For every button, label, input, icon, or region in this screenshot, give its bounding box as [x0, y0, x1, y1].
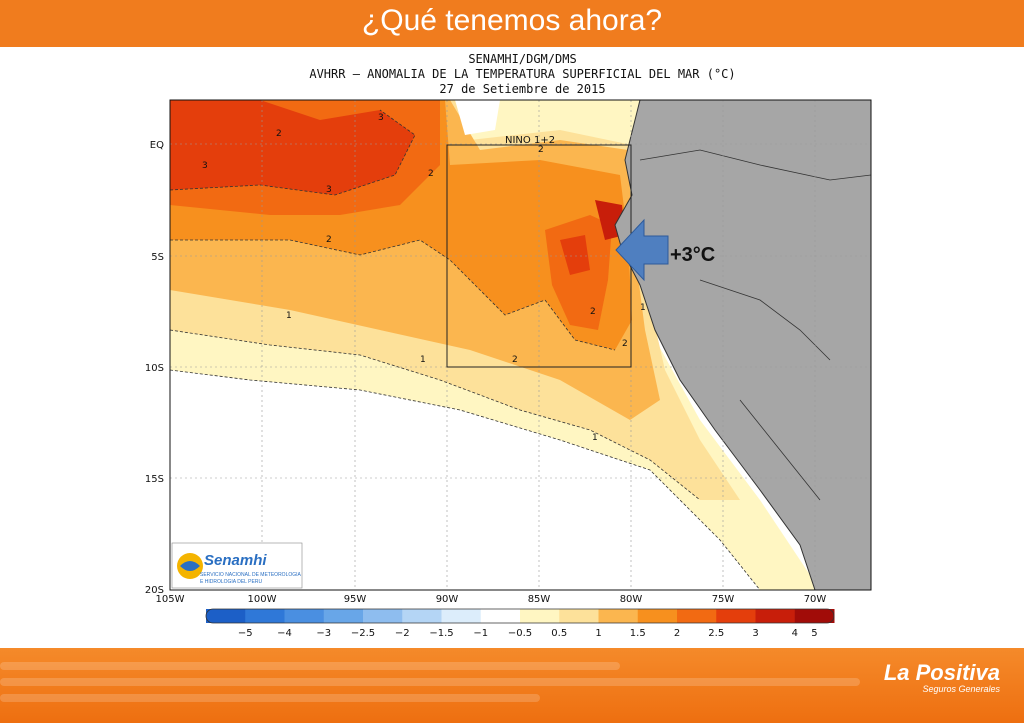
contour-label: 2: [276, 129, 282, 139]
footer-streak: [0, 678, 860, 686]
logo-name: Senamhi: [204, 552, 267, 569]
contour-label: 2: [538, 145, 544, 155]
contour-1: [170, 329, 701, 501]
colorbar-tick-label: 5: [811, 628, 817, 639]
colorbar-tick-label: 3: [752, 628, 758, 639]
colorbar-swatch: [637, 609, 678, 623]
contour-label: 2: [512, 355, 518, 365]
wave-icon: [180, 561, 200, 571]
border-line: [639, 149, 871, 181]
colorbar-swatch: [480, 609, 521, 623]
colorbar-swatch: [323, 609, 364, 623]
colorbar-swatch: [755, 609, 796, 623]
brand-logo: La Positiva Seguros Generales: [884, 660, 1000, 694]
colorbar-swatch: [441, 609, 482, 623]
footer-streak: [0, 694, 540, 702]
contour-label: 1: [286, 311, 292, 321]
colorbar-swatch: [245, 609, 285, 623]
logo-line-1: SERVICIO NACIONAL DE METEOROLOGIA: [200, 572, 302, 578]
land-mass: [614, 100, 871, 590]
border-line: [739, 399, 821, 501]
contour-label: 2: [590, 307, 596, 317]
colorbar-swatch: [598, 609, 639, 623]
colorbar-swatch: [284, 609, 325, 623]
lon-label: 95W: [344, 594, 367, 605]
logo-line-2: E HIDROLOGIA DEL PERU: [200, 579, 262, 585]
lat-label: 10S: [145, 363, 164, 374]
colorbar-swatch: [677, 609, 717, 623]
map-title-line-2: AVHRR – ANOMALIA DE LA TEMPERATURA SUPER…: [309, 67, 736, 81]
lon-label: 75W: [712, 594, 735, 605]
contour-label: 3: [326, 185, 332, 195]
brand-tagline: Seguros Generales: [922, 684, 1000, 694]
colorbar-swatch: [520, 609, 560, 623]
colorbar-tick-label: −4: [277, 628, 292, 639]
colorbar-swatch: [402, 609, 442, 623]
colorbar-tick-label: −3: [316, 628, 331, 639]
contour-label: 1: [592, 433, 598, 443]
colorbar-tick-label: 2.5: [708, 628, 724, 639]
colorbar-tick-label: −1.5: [429, 628, 453, 639]
colorbar-tick-label: −0.5: [508, 628, 532, 639]
lat-label: EQ: [150, 140, 164, 151]
header-bar: [0, 0, 1024, 47]
colorbar-tick-label: −5: [238, 628, 253, 639]
lon-label: 80W: [620, 594, 643, 605]
colorbar-swatch: [363, 609, 403, 623]
slide-title: ¿Qué tenemos ahora?: [361, 4, 663, 37]
colorbar-tick-label: −2.5: [351, 628, 375, 639]
colorbar-swatch: [559, 609, 599, 623]
colorbar-tick-label: −2: [395, 628, 410, 639]
cool-patch: [455, 100, 500, 135]
nino-region-label: NINO 1+2: [505, 135, 555, 146]
map-title-block: SENAMHI/DGM/DMS AVHRR – ANOMALIA DE LA T…: [170, 52, 875, 97]
brand-name: La Positiva: [883, 660, 1000, 685]
lon-label: 105W: [156, 594, 185, 605]
contour-label: 3: [202, 161, 208, 171]
map-title-line-3: 27 de Setiembre de 2015: [439, 82, 606, 96]
lat-label: 5S: [151, 252, 164, 263]
anomaly-band-3-coast: [560, 235, 590, 275]
contour-0-5: [170, 369, 761, 590]
footer-bar: La Positiva Seguros Generales: [0, 648, 1024, 723]
contour-label: 3: [378, 113, 384, 123]
lat-label: 15S: [145, 474, 164, 485]
colorbar-swatch: [206, 609, 246, 623]
anomaly-band-3-north: [170, 100, 415, 195]
senamhi-logo: Senamhi SERVICIO NACIONAL DE METEOROLOGI…: [171, 542, 303, 589]
colorbar-frame: [205, 608, 835, 624]
contour-label: 1: [420, 355, 426, 365]
lat-label: 20S: [145, 585, 164, 596]
colorbar-tick-label: 4: [792, 628, 798, 639]
lon-label: 70W: [804, 594, 827, 605]
map-title-line-1: SENAMHI/DGM/DMS: [468, 52, 577, 66]
colorbar-tick-label: 1.5: [630, 628, 646, 639]
contour-2: [170, 239, 616, 351]
lon-label: 85W: [528, 594, 551, 605]
anomaly-annotation: +3°C: [670, 244, 715, 266]
colorbar-tick-label: 1: [595, 628, 601, 639]
contour-label: 2: [622, 339, 628, 349]
contour-label: 2: [326, 235, 332, 245]
colorbar: −5 −4 −3 −2.5 −2 −1.5 −1 −0.5 0.5 1 1.5 2 2.5 3 4 5: [205, 608, 835, 639]
left-arrow-icon: [615, 218, 669, 282]
contour-3: [170, 109, 416, 196]
lon-label: 90W: [436, 594, 459, 605]
colorbar-tick-label: 0.5: [551, 628, 567, 639]
contour-label: 2: [428, 169, 434, 179]
map-frame: [169, 99, 872, 591]
colorbar-swatch: [794, 609, 835, 623]
footer-streak: [0, 662, 620, 670]
contour-label: 1: [640, 303, 646, 313]
sst-anomaly-map: NINO 1+2 3 2 3 3 2 2 2 2 1 1 1 2 2 1 Sen…: [145, 99, 872, 639]
colorbar-tick-label: −1: [473, 628, 488, 639]
lon-label: 100W: [248, 594, 277, 605]
colorbar-swatch: [716, 609, 756, 623]
colorbar-tick-label: 2: [674, 628, 680, 639]
